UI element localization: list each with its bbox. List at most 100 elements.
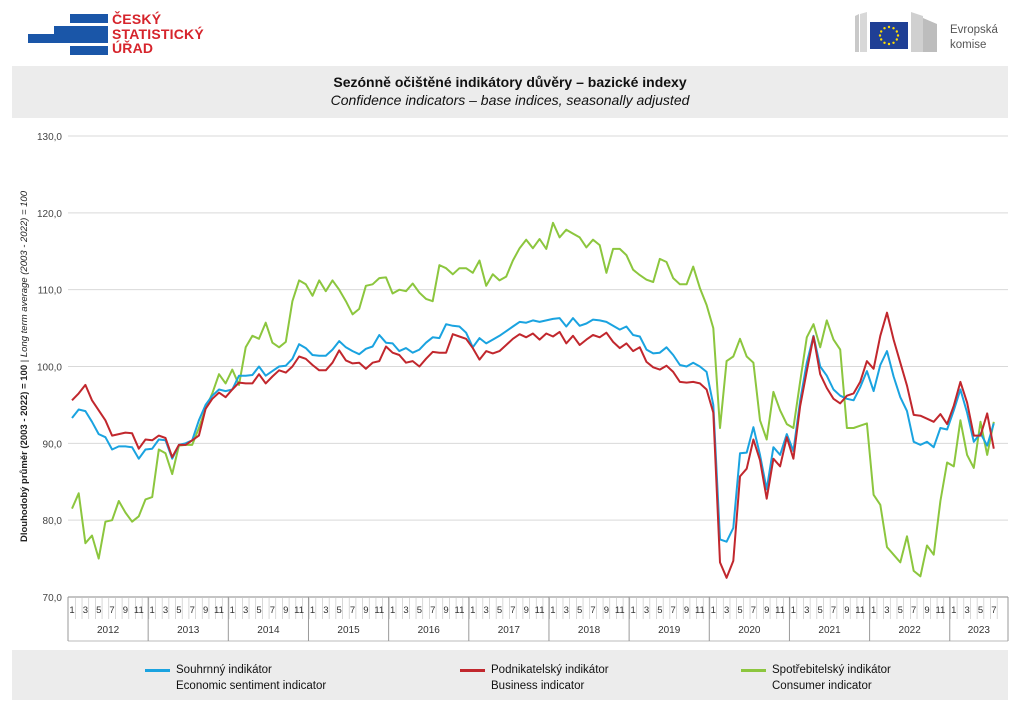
x-tick-label: 1 <box>951 605 956 616</box>
x-tick-label: 11 <box>775 605 785 616</box>
european-commission-logo: Evropská komise <box>853 8 1013 56</box>
x-tick-label: 5 <box>256 605 261 616</box>
x-tick-label: 5 <box>417 605 422 616</box>
legend-label-cz: Spotřebitelský indikátor <box>772 664 891 676</box>
ec-building-flag-icon <box>855 12 937 52</box>
legend-item-economic-sentiment: Souhrnný indikátor Economic sentiment in… <box>145 662 327 694</box>
x-tick-label: 1 <box>791 605 796 616</box>
y-axis-label-separator: | <box>19 357 30 365</box>
x-tick-label: 1 <box>69 605 74 616</box>
x-tick-label: 7 <box>190 605 195 616</box>
year-label: 2012 <box>97 625 120 636</box>
x-tick-label: 3 <box>644 605 649 616</box>
x-tick-label: 7 <box>430 605 435 616</box>
x-tick-label: 9 <box>924 605 929 616</box>
x-tick-label: 9 <box>604 605 609 616</box>
x-tick-label: 7 <box>831 605 836 616</box>
x-tick-label: 11 <box>374 605 384 616</box>
x-tick-label: 11 <box>695 605 705 616</box>
x-tick-label: 5 <box>978 605 983 616</box>
legend-swatch <box>145 669 170 672</box>
x-tick-label: 7 <box>991 605 996 616</box>
x-tick-label: 11 <box>294 605 304 616</box>
y-tick-label: 130,0 <box>37 132 62 143</box>
y-tick-label: 90,0 <box>43 439 63 450</box>
x-tick-label: 7 <box>911 605 916 616</box>
series-line-business <box>71 311 995 579</box>
year-label: 2023 <box>968 625 991 636</box>
x-tick-label: 9 <box>283 605 288 616</box>
year-label: 2022 <box>899 625 922 636</box>
czso-logo-mark <box>28 14 108 55</box>
legend-swatch <box>741 669 766 672</box>
x-tick-label: 1 <box>630 605 635 616</box>
x-tick-label: 3 <box>724 605 729 616</box>
x-tick-label: 7 <box>270 605 275 616</box>
chart-title: Sezónně očištěné indikátory důvěry – baz… <box>333 74 687 90</box>
czso-logo-text: ČESKÝ STATISTICKÝ ÚŘAD <box>112 11 204 56</box>
year-label: 2021 <box>818 625 841 636</box>
year-label: 2019 <box>658 625 681 636</box>
x-tick-label: 11 <box>134 605 144 616</box>
legend-label-en: Economic sentiment indicator <box>176 680 327 692</box>
y-axis-label-cz: Dlouhodobý průměr (2003 - 2022) = 100 <box>19 365 30 542</box>
x-tick-label: 1 <box>150 605 155 616</box>
x-tick-label: 9 <box>684 605 689 616</box>
legend-label-en: Business indicator <box>491 680 585 692</box>
x-tick-label: 5 <box>497 605 502 616</box>
x-tick-label: 1 <box>230 605 235 616</box>
x-tick-label: 3 <box>564 605 569 616</box>
x-tick-label: 1 <box>390 605 395 616</box>
year-label: 2016 <box>418 625 441 636</box>
x-tick-label: 11 <box>935 605 945 616</box>
x-tick-label: 5 <box>737 605 742 616</box>
chart-title-box: Sezónně očištěné indikátory důvěry – baz… <box>12 66 1008 118</box>
series-line-economic-sentiment <box>71 317 995 543</box>
legend: Souhrnný indikátor Economic sentiment in… <box>12 650 1008 700</box>
x-tick-label: 3 <box>403 605 408 616</box>
x-tick-label: 7 <box>109 605 114 616</box>
x-tick-label: 5 <box>337 605 342 616</box>
x-tick-label: 7 <box>590 605 595 616</box>
x-tick-label: 9 <box>844 605 849 616</box>
x-tick-label: 7 <box>350 605 355 616</box>
x-tick-label: 1 <box>871 605 876 616</box>
x-tick-label: 1 <box>310 605 315 616</box>
x-tick-label: 11 <box>214 605 224 616</box>
x-tick-label: 3 <box>804 605 809 616</box>
x-tick-label: 3 <box>884 605 889 616</box>
x-tick-label: 9 <box>363 605 368 616</box>
x-tick-label: 1 <box>550 605 555 616</box>
y-axis-label: Dlouhodobý průměr (2003 - 2022) = 100 | … <box>19 190 30 542</box>
x-tick-label: 3 <box>484 605 489 616</box>
czso-logo: ČESKÝ STATISTICKÝ ÚŘAD <box>28 12 228 58</box>
x-tick-label: 5 <box>176 605 181 616</box>
year-label: 2015 <box>337 625 360 636</box>
legend-item-business: Podnikatelský indikátor Business indicat… <box>460 662 609 694</box>
x-tick-label: 11 <box>855 605 865 616</box>
x-tick-label: 11 <box>615 605 625 616</box>
x-tick-label: 3 <box>964 605 969 616</box>
x-tick-label: 1 <box>711 605 716 616</box>
series-line-consumer <box>71 221 995 578</box>
x-tick-label: 3 <box>243 605 248 616</box>
x-tick-label: 9 <box>524 605 529 616</box>
x-tick-label: 5 <box>657 605 662 616</box>
legend-item-consumer: Spotřebitelský indikátor Consumer indica… <box>741 662 891 694</box>
y-axis-label-en: Long term average (2003 - 2022) = 100 <box>19 190 30 357</box>
chart-subtitle: Confidence indicators – base indices, se… <box>330 92 690 108</box>
line-chart: 70,0 80,0 90,0 100,0 110,0 120,0 130,0 Dlouhodo… <box>19 132 1009 642</box>
legend-label-cz: Podnikatelský indikátor <box>491 664 609 676</box>
x-tick-label: 9 <box>203 605 208 616</box>
legend-label-cz: Souhrnný indikátor <box>176 664 272 676</box>
x-tick-label: 3 <box>163 605 168 616</box>
y-tick-label: 110,0 <box>38 286 63 297</box>
x-tick-label: 9 <box>443 605 448 616</box>
x-tick-label: 9 <box>764 605 769 616</box>
year-label: 2018 <box>578 625 601 636</box>
year-label: 2020 <box>738 625 761 636</box>
x-tick-label: 5 <box>96 605 101 616</box>
legend-swatch <box>460 669 485 672</box>
x-tick-label: 5 <box>818 605 823 616</box>
x-tick-label: 7 <box>510 605 515 616</box>
